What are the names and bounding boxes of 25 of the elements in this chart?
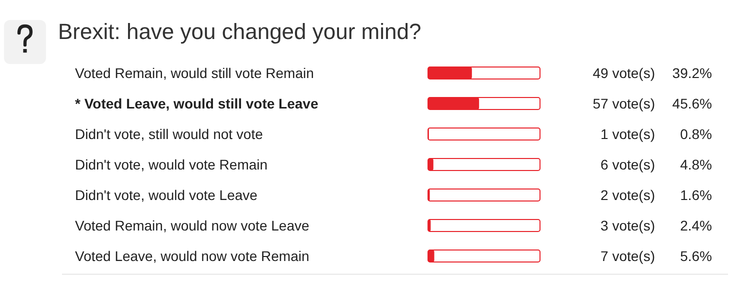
text: 1 vote(s) xyxy=(600,126,655,142)
y-tick-label: * Voted Leave, would still vote Leave xyxy=(75,96,318,112)
y-tick-label: Didn't vote, would vote Remain xyxy=(75,156,268,172)
data-label: 0.8% xyxy=(680,126,712,142)
data-label: 39.2% xyxy=(672,65,712,81)
bar xyxy=(428,250,434,262)
y-tick-label: Voted Remain, would still vote Remain xyxy=(75,65,314,81)
y-tick-label: Didn't vote, would vote Leave xyxy=(75,187,258,203)
text: 7 vote(s) xyxy=(600,248,655,264)
data-label: 5.6% xyxy=(680,248,712,264)
y-tick-label: Didn't vote, still would not vote xyxy=(75,126,264,142)
text: 2 vote(s) xyxy=(600,187,655,203)
data-label: 45.6% xyxy=(672,96,712,112)
bar xyxy=(428,158,434,170)
text: Brexit: have you changed your mind? xyxy=(58,19,422,44)
bar xyxy=(428,220,431,232)
text: 6 vote(s) xyxy=(600,156,655,172)
text: 49 vote(s) xyxy=(592,65,655,81)
data-label: 2.4% xyxy=(680,218,712,234)
text: 57 vote(s) xyxy=(592,96,655,112)
y-tick-label: Voted Leave, would now vote Remain xyxy=(75,248,310,264)
data-label: 4.8% xyxy=(680,156,712,172)
data-label: 1.6% xyxy=(680,187,712,203)
y-tick-label: Voted Remain, would now vote Leave xyxy=(75,218,310,234)
text: 3 vote(s) xyxy=(600,218,655,234)
